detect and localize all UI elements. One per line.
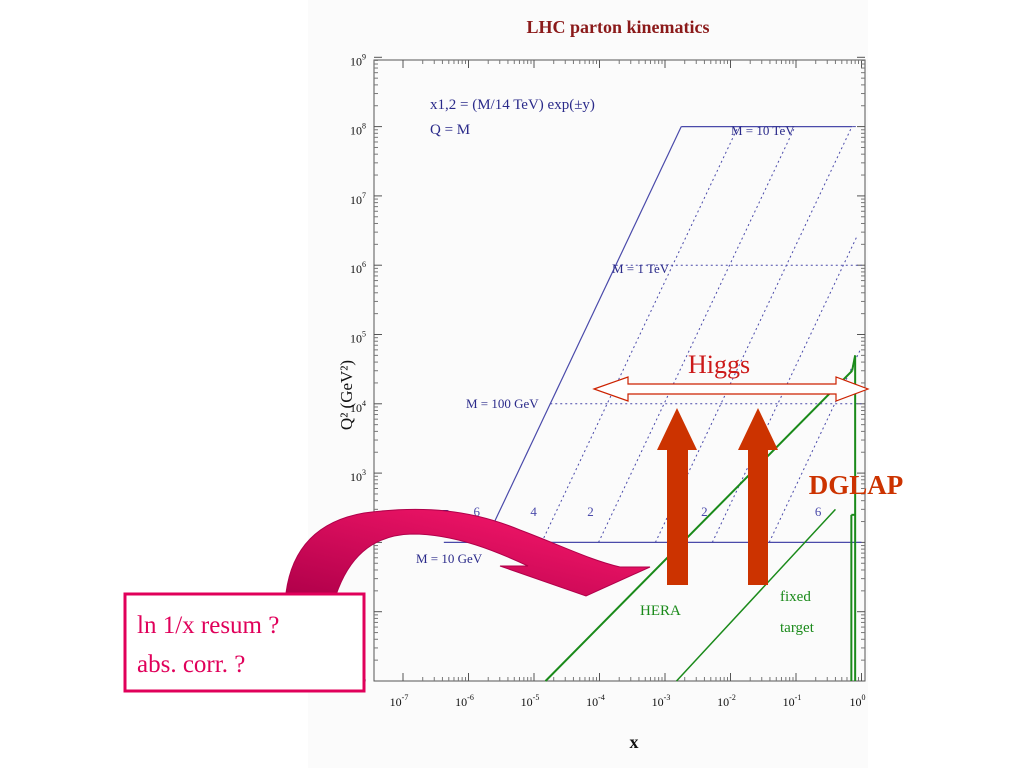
x-tick-label: 10-4 [586, 693, 605, 709]
rapidity-label: 6 [815, 504, 822, 519]
rapidity-label: 2 [587, 504, 594, 519]
axis-ticks [374, 56, 865, 682]
rapidity-label: 2 [701, 504, 708, 519]
rapidity-line [654, 126, 853, 543]
resum-line-1: ln 1/x resum ? [137, 612, 279, 639]
higgs-arrow [592, 376, 870, 402]
mass-label-100gev: M = 100 GeV [466, 396, 539, 411]
resum-line-2: abs. corr. ? [137, 651, 245, 678]
dglap-arrow-right [738, 408, 778, 585]
rapidity-line [541, 126, 739, 543]
hera-label: HERA [640, 603, 681, 619]
y-tick-label: 107 [350, 191, 366, 207]
rapidity-label: 6 [474, 504, 481, 519]
mass-label-10tev: M = 10 TeV [731, 123, 795, 138]
y-tick-label: 108 [350, 122, 366, 138]
rapidity-label: 4 [530, 504, 537, 519]
rapidity-labels: 642246 [474, 504, 822, 519]
y-tick-label: 105 [350, 330, 366, 346]
x-tick-label: 10-3 [652, 693, 671, 709]
fixed-target-boundary [675, 508, 836, 682]
fixed-label-2: target [780, 620, 815, 636]
x-tick-label: 10-7 [390, 693, 409, 709]
formula-line-2: Q = M [430, 122, 470, 138]
y-tick-label: 106 [350, 260, 366, 276]
rapidity-line [598, 126, 796, 543]
mass-label-1tev: M = 1 TeV [612, 261, 670, 276]
x-tick-label: 10-1 [783, 693, 802, 709]
dglap-label: DGLAP [809, 470, 904, 500]
fixed-label-1: fixed [780, 589, 811, 605]
rapidity-line [711, 237, 857, 543]
x-tick-label: 100 [850, 693, 866, 709]
chart-title: LHC parton kinematics [526, 17, 709, 37]
resum-box [123, 592, 366, 693]
y-tick-label: 103 [350, 468, 366, 484]
y-axis-label: Q² (GeV²) [337, 360, 356, 430]
rapidity-line [768, 348, 862, 543]
mass-label-10gev: M = 10 GeV [416, 551, 483, 566]
higgs-label: Higgs [688, 350, 750, 379]
x-tick-labels: 10-7 10-6 10-5 10-4 10-3 10-2 10-1 100 [390, 693, 866, 709]
formula-line-1: x1,2 = (M/14 TeV) exp(±y) [430, 97, 595, 113]
y-tick-label: 109 [350, 52, 366, 68]
plot-frame [373, 59, 866, 682]
experiment-regions [544, 355, 857, 682]
kinematic-region [443, 125, 862, 544]
x-tick-label: 10-6 [455, 693, 474, 709]
dglap-arrow-left [657, 408, 697, 585]
x-tick-label: 10-5 [521, 693, 540, 709]
resum-curved-arrow [285, 508, 651, 597]
left-kinematic-boundary [484, 126, 682, 543]
x-tick-label: 10-2 [717, 693, 736, 709]
hera-boundary [544, 370, 853, 682]
x-axis-label: x [630, 732, 639, 752]
